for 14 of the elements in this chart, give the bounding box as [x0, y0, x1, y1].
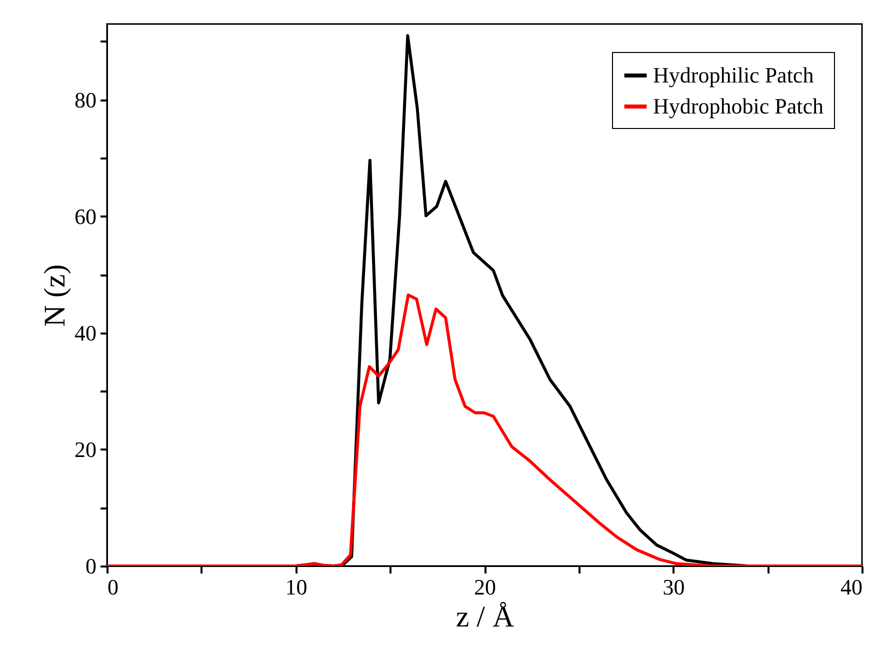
y-tick-label: 0: [86, 554, 96, 578]
y-tick-label: 40: [74, 320, 96, 346]
x-tick-label: 20: [474, 574, 496, 600]
x-tick-label: 30: [662, 574, 685, 600]
legend-label: Hydrophobic Patch: [653, 94, 824, 118]
y-tick-label: 80: [74, 87, 96, 112]
y-tick-label: 60: [74, 204, 96, 229]
x-tick-label: 10: [285, 574, 308, 600]
legend-label: Hydrophilic Patch: [653, 62, 814, 88]
x-tick-label: 0: [108, 574, 118, 600]
x-tick-label: 40: [840, 574, 862, 600]
y-axis-title: N (z): [38, 264, 72, 327]
x-axis-title: z / Å: [456, 600, 514, 634]
y-tick-label: 20: [74, 436, 96, 462]
